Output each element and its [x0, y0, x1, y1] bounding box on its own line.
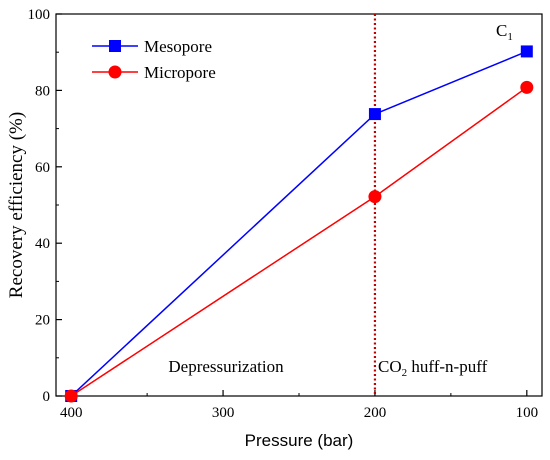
legend-label-mesopore: Mesopore	[144, 37, 212, 56]
x-tick-label: 400	[60, 405, 83, 421]
series-layer	[64, 45, 534, 403]
legend-label-micropore: Micropore	[144, 63, 216, 82]
data-point-micropore	[368, 190, 382, 204]
data-point-micropore	[64, 389, 78, 403]
x-axis: 400 300 200 100	[60, 390, 538, 421]
corner-label: C1	[496, 21, 513, 43]
y-axis-label: Recovery efficiency (%)	[6, 112, 27, 298]
x-tick-label: 300	[212, 405, 235, 421]
co2-subscript: 2	[402, 367, 408, 379]
y-tick-label: 0	[43, 389, 51, 405]
y-tick-label: 60	[35, 160, 50, 176]
y-axis: 0 20 40 60 80 100	[28, 7, 62, 405]
legend-marker-micropore	[108, 65, 122, 79]
y-tick-label: 40	[35, 236, 50, 252]
x-axis-label: Pressure (bar)	[245, 431, 354, 450]
x-tick-label: 200	[364, 405, 387, 421]
series-line-micropore	[70, 86, 528, 397]
data-point-mesopore	[520, 45, 533, 58]
x-tick-label: 100	[516, 405, 539, 421]
legend: Mesopore Micropore	[92, 37, 216, 82]
series-line-mesopore	[70, 50, 528, 397]
region-label-co2-huff-n-puff: CO2 huff-n-puff	[378, 357, 488, 379]
corner-label-subscript: 1	[507, 31, 513, 43]
y-tick-label: 20	[35, 313, 50, 329]
y-tick-label: 100	[28, 7, 51, 23]
region-label-depressurization: Depressurization	[168, 357, 284, 376]
y-tick-label: 80	[35, 83, 50, 99]
data-point-mesopore	[368, 108, 381, 121]
data-point-micropore	[520, 80, 534, 94]
legend-marker-mesopore	[109, 40, 121, 52]
